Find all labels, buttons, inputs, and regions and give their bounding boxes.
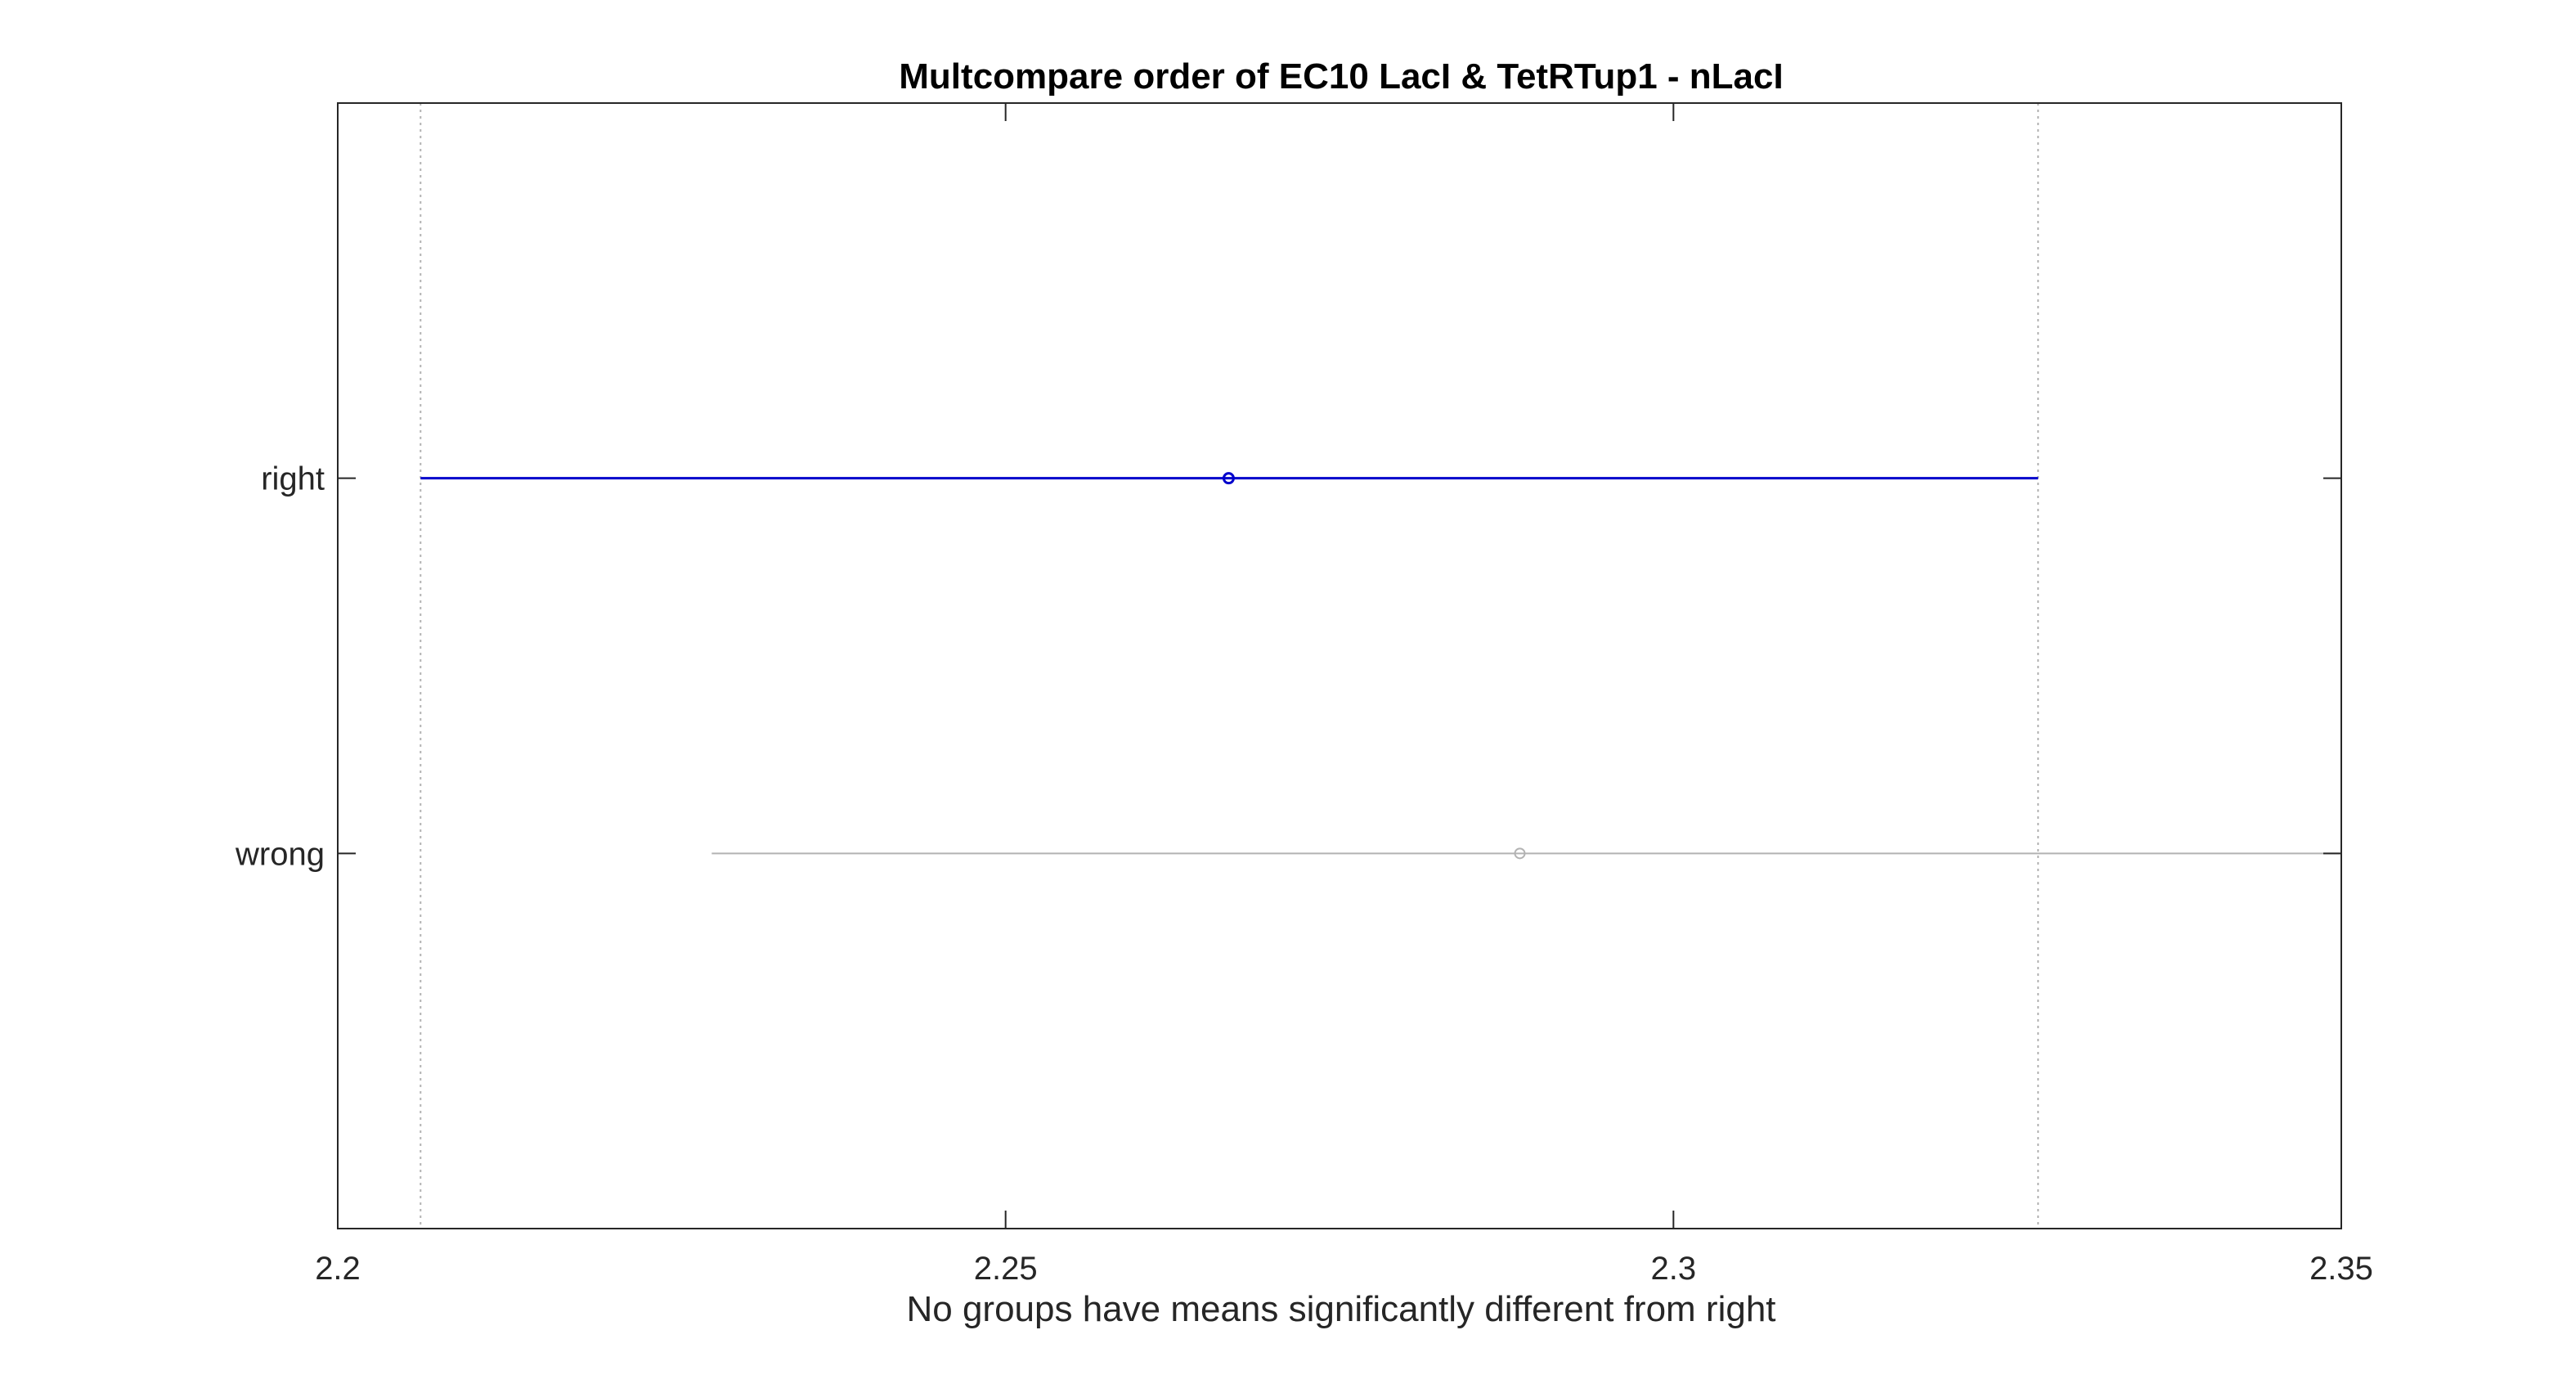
x-tick-label-2.25: 2.25: [974, 1251, 1038, 1287]
axes-box: [337, 102, 2342, 1229]
mean-marker-right: [1222, 472, 1235, 485]
x-axis-label: No groups have means significantly diffe…: [906, 1289, 1775, 1329]
y-tick-label-wrong: wrong: [235, 836, 325, 872]
x-tick-label-2.2: 2.2: [315, 1251, 361, 1287]
chart-title: Multcompare order of EC10 LacI & TetRTup…: [899, 56, 1783, 97]
mean-marker-wrong: [1514, 847, 1526, 860]
axis-ticks: 2.2 2.25 2.3 2.35 right wrong: [235, 103, 2373, 1287]
y-tick-label-right: right: [261, 461, 325, 497]
x-tick-label-2.35: 2.35: [2309, 1251, 2373, 1287]
x-tick-label-2.3: 2.3: [1651, 1251, 1697, 1287]
plot-area: [420, 103, 2341, 1229]
